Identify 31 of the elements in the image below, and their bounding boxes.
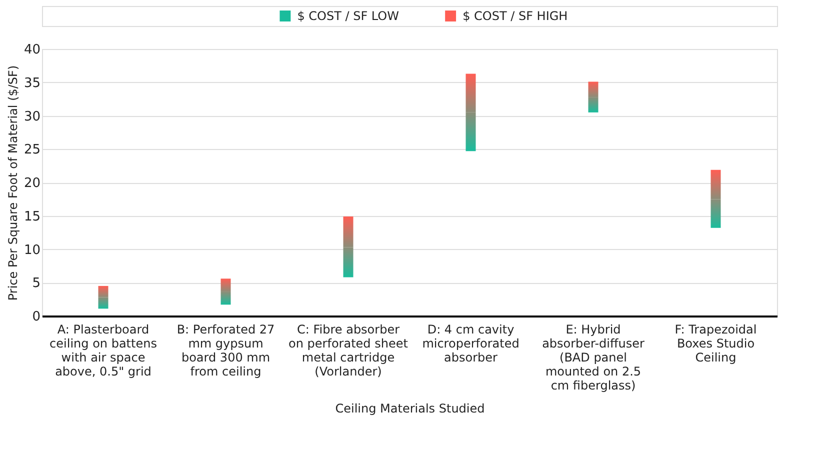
legend-label: $ COST / SF HIGH — [462, 9, 568, 23]
bar — [343, 216, 354, 248]
x-tick-label: D: 4 cm cavity microperforated absorber — [422, 322, 520, 364]
x-tick-label: A: Plasterboard ceiling on battens with air space above, 0.5" grid — [50, 322, 157, 378]
bar — [220, 292, 231, 305]
bar — [98, 286, 108, 298]
legend-label: $ COST / SF LOW — [297, 9, 400, 23]
y-tick-label: 20 — [24, 176, 40, 191]
y-tick-label: 30 — [24, 109, 40, 124]
y-tick-label: 0 — [32, 310, 40, 324]
bar — [466, 74, 476, 112]
x-axis-title: Ceiling Materials Studied — [335, 402, 485, 416]
y-axis-title: Price Per Square Foot of Material ($/SF) — [6, 65, 20, 301]
bar — [710, 170, 721, 200]
bar — [220, 278, 231, 292]
y-tick-label: 15 — [24, 209, 40, 224]
y-tick-label: 40 — [24, 42, 40, 58]
x-tick-label: F: Trapezoidal Boxes Studio Ceiling — [674, 322, 757, 364]
bar — [588, 82, 598, 98]
x-tick-label: C: Fibre absorber on perforated sheet metal cartridge (Vorlander) — [288, 322, 408, 378]
y-tick-label: 35 — [24, 76, 40, 91]
bar — [466, 112, 476, 152]
bar — [343, 247, 354, 278]
bar — [588, 97, 598, 112]
y-tick-label: 10 — [24, 242, 40, 258]
y-tick-label: 25 — [24, 142, 40, 158]
bar — [710, 199, 721, 228]
x-tick-label: B: Perforated 27 mm gypsum board 300 mm from ceiling — [176, 322, 275, 378]
x-tick-label: E: Hybrid absorber-diffuser (BAD panel mounted on 2.5 cm fiberglass) — [542, 322, 645, 392]
y-tick-label: 5 — [32, 276, 40, 292]
bar — [98, 297, 108, 309]
